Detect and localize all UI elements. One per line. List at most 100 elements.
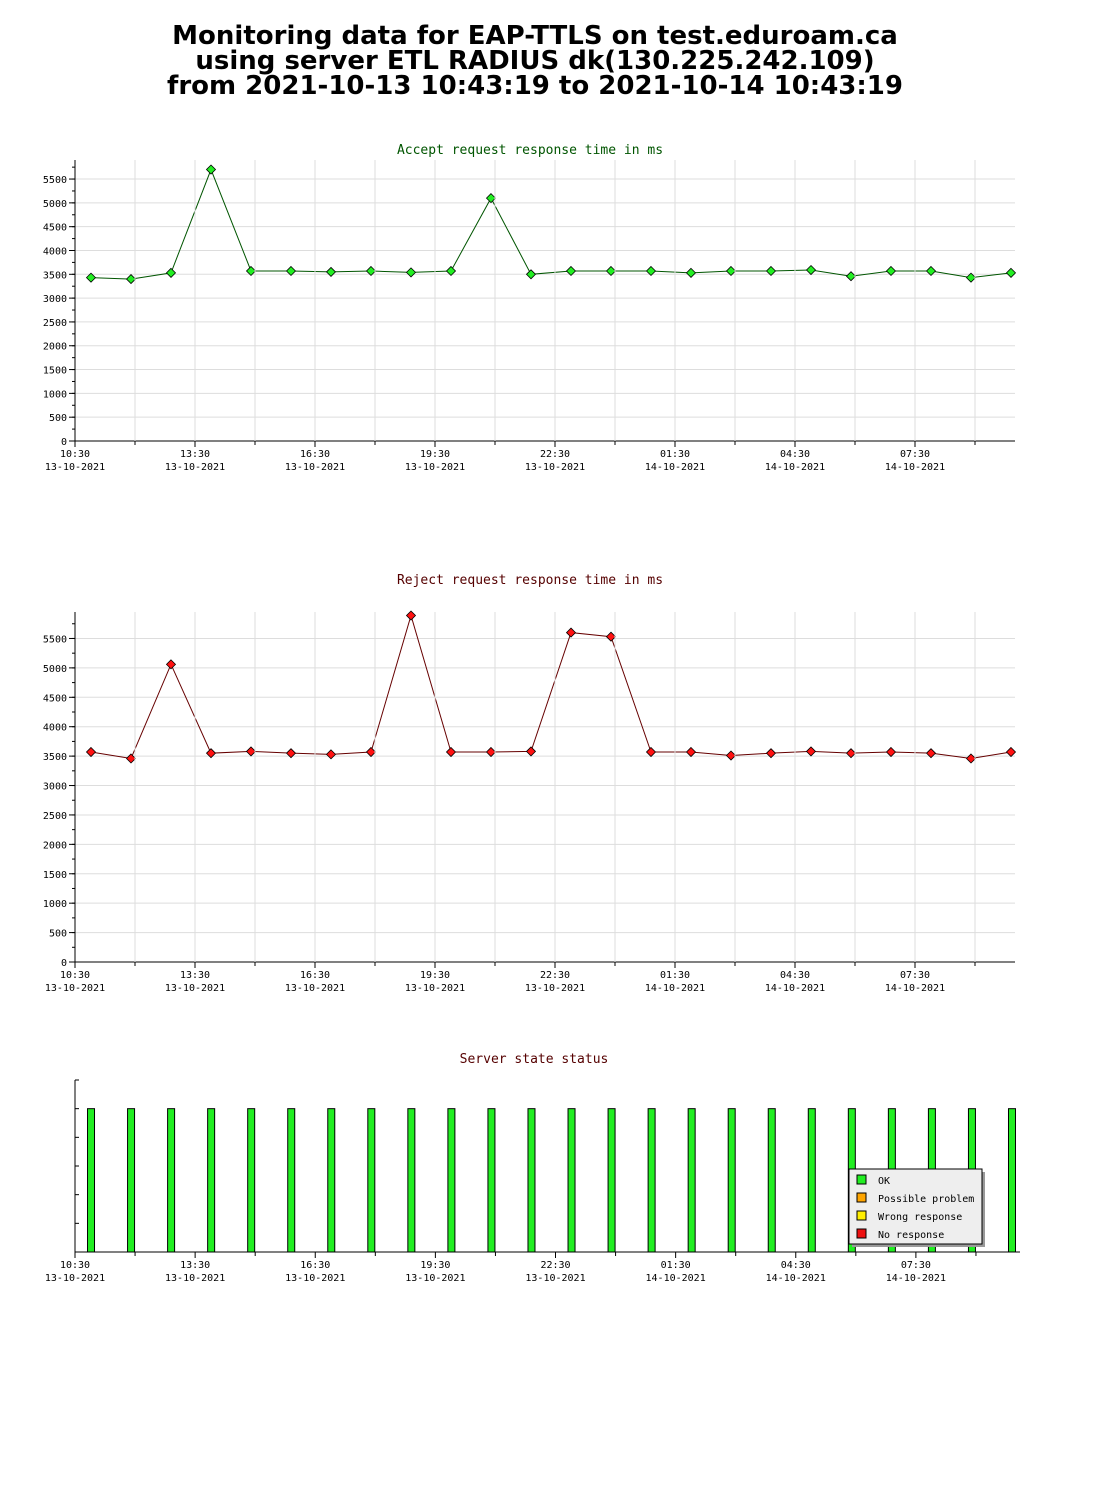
- data-point: [405, 610, 417, 621]
- y-tick-label: 500: [49, 413, 67, 424]
- series-line: [90, 613, 1012, 760]
- chart-title: Accept request response time in ms: [397, 143, 663, 158]
- accept-y-axis: 0 500 1000 1500 2000 2500 3000 3500 4000 4500 5000…: [43, 166, 1015, 448]
- x-tick-date-label: 13-10-2021: [405, 1273, 465, 1284]
- data-point: [885, 746, 897, 758]
- legend-label: Possible problem: [878, 1194, 974, 1205]
- x-tick-date-label: 14-10-2021: [645, 462, 705, 473]
- y-tick-label: 1500: [43, 366, 67, 377]
- page-title-line-2: using server ETL RADIUS dk(130.225.242.1…: [195, 46, 875, 76]
- data-point: [685, 746, 697, 758]
- y-tick-label: 2000: [43, 840, 67, 851]
- status-bar: [767, 1108, 776, 1253]
- legend-label: Wrong response: [878, 1212, 962, 1223]
- legend-swatch: [856, 1174, 867, 1185]
- status-bar: [647, 1108, 656, 1253]
- data-point: [245, 265, 257, 277]
- status-y-axis: [75, 1079, 79, 1253]
- data-point: [85, 746, 97, 758]
- y-tick-label: 3500: [43, 752, 67, 763]
- y-tick-label: 1000: [43, 389, 67, 400]
- data-point: [325, 266, 337, 277]
- x-tick-label: 01:30: [661, 1260, 691, 1271]
- x-tick-date-label: 14-10-2021: [765, 462, 825, 473]
- data-point: [845, 271, 857, 282]
- chart-title: Server state status: [460, 1052, 609, 1067]
- status-bar: [247, 1108, 256, 1253]
- legend-label: OK: [878, 1176, 890, 1187]
- x-tick-label: 22:30: [540, 449, 570, 460]
- page-title-line-3: from 2021-10-13 10:43:19 to 2021-10-14 1…: [167, 71, 903, 101]
- y-tick-label: 2500: [43, 318, 67, 329]
- data-point: [685, 267, 697, 278]
- x-tick-date-label: 14-10-2021: [885, 462, 945, 473]
- data-point: [565, 265, 577, 277]
- legend-label: No response: [878, 1230, 944, 1241]
- series-line: [90, 168, 1012, 280]
- data-point: [925, 748, 937, 759]
- y-tick-label: 1500: [43, 870, 67, 881]
- x-tick-label: 19:30: [420, 1260, 450, 1271]
- data-point: [485, 746, 497, 758]
- status-bar: [567, 1108, 576, 1253]
- data-point: [565, 627, 577, 638]
- status-legend: OK Possible problem Wrong response No respo…: [848, 1168, 985, 1247]
- x-tick-label: 04:30: [780, 970, 810, 981]
- data-point: [1005, 746, 1017, 758]
- status-bar: [287, 1108, 296, 1253]
- x-tick-label: 07:30: [901, 1260, 931, 1271]
- data-point: [645, 746, 657, 758]
- x-tick-date-label: 13-10-2021: [525, 983, 585, 994]
- x-tick-label: 10:30: [60, 970, 90, 981]
- y-tick-label: 4500: [43, 223, 67, 234]
- x-tick-date-label: 14-10-2021: [646, 1273, 706, 1284]
- data-point: [125, 753, 137, 764]
- data-point: [365, 746, 377, 758]
- data-point: [925, 265, 937, 277]
- reject-y-axis: 0 500 1000 1500 2000 2500 3000 3500 4000 4500 5000…: [43, 623, 1015, 969]
- x-tick-label: 16:30: [300, 449, 330, 460]
- data-point: [365, 265, 377, 277]
- data-point: [85, 272, 97, 283]
- data-point: [445, 746, 457, 758]
- x-tick-label: 10:30: [60, 1260, 90, 1271]
- status-bar: [607, 1108, 616, 1253]
- y-tick-label: 500: [49, 929, 67, 940]
- x-tick-label: 19:30: [420, 449, 450, 460]
- x-tick-date-label: 13-10-2021: [285, 983, 345, 994]
- x-tick-label: 04:30: [781, 1260, 811, 1271]
- status-bar: [207, 1108, 216, 1253]
- x-tick-label: 16:30: [300, 1260, 330, 1271]
- page-title: Monitoring data for EAP-TTLS on test.edu…: [0, 21, 1070, 101]
- x-tick-date-label: 13-10-2021: [45, 462, 105, 473]
- y-tick-label: 5000: [43, 199, 67, 210]
- x-tick-label: 01:30: [660, 970, 690, 981]
- data-point: [165, 659, 177, 670]
- status-bar: [1007, 1108, 1016, 1253]
- x-tick-date-label: 13-10-2021: [525, 1273, 585, 1284]
- x-tick-label: 01:30: [660, 449, 690, 460]
- x-tick-label: 13:30: [180, 1260, 210, 1271]
- y-tick-label: 0: [61, 958, 67, 969]
- page-title-line-1: Monitoring data for EAP-TTLS on test.edu…: [172, 21, 898, 51]
- chart-title: Reject request response time in ms: [397, 573, 663, 588]
- x-tick-label: 07:30: [900, 449, 930, 460]
- data-point: [965, 753, 977, 764]
- x-tick-date-label: 13-10-2021: [405, 462, 465, 473]
- x-tick-date-label: 14-10-2021: [885, 983, 945, 994]
- data-point: [725, 750, 737, 761]
- y-tick-label: 1000: [43, 899, 67, 910]
- legend-swatch: [856, 1192, 867, 1203]
- status-bar: [487, 1108, 496, 1253]
- x-tick-label: 04:30: [780, 449, 810, 460]
- legend-swatch: [856, 1228, 867, 1239]
- y-tick-label: 3500: [43, 270, 67, 281]
- x-tick-label: 19:30: [420, 970, 450, 981]
- y-tick-label: 3000: [43, 294, 67, 305]
- data-point: [765, 265, 777, 277]
- data-point: [645, 265, 657, 277]
- y-tick-label: 3000: [43, 782, 67, 793]
- status-bar: [447, 1108, 456, 1253]
- data-point: [1005, 267, 1017, 278]
